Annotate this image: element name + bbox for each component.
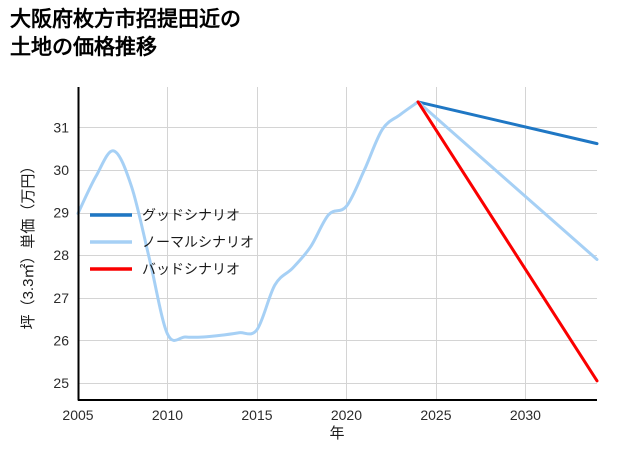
series-line-normal-forecast (416, 100, 599, 261)
x-axis-title: 年 (329, 425, 344, 442)
legend-label: グッドシナリオ (142, 207, 240, 223)
y-tick-label: 28 (53, 247, 69, 263)
series-line-normal-history (76, 100, 420, 342)
series-line-good (416, 100, 599, 146)
legend-label: ノーマルシナリオ (142, 234, 254, 250)
y-tick-label: 30 (53, 162, 69, 178)
x-tick-labels: 2005 2010 2015 2020 2025 2030 (62, 407, 541, 423)
axis-spines (77, 87, 597, 402)
y-tick-label: 25 (53, 375, 69, 391)
y-tick-label: 27 (53, 290, 69, 306)
y-axis-title: 坪（3.3㎡）単価（万円） (20, 159, 37, 330)
x-tick-label: 2030 (510, 407, 541, 423)
x-tick-label: 2025 (420, 407, 451, 423)
y-tick-label: 29 (53, 205, 69, 221)
x-tick-label: 2010 (152, 407, 183, 423)
y-tick-label: 26 (53, 332, 69, 348)
y-tick-labels: 25 26 27 28 29 30 31 (53, 119, 69, 391)
x-tick-label: 2020 (331, 407, 362, 423)
series-line-bad (416, 100, 599, 383)
legend-label: バッドシナリオ (142, 261, 240, 277)
page-title: 大阪府枚方市招提田近の 土地の価格推移 (10, 8, 241, 59)
series-group (76, 100, 599, 383)
y-tick-label: 31 (53, 119, 69, 135)
x-tick-label: 2005 (62, 407, 93, 423)
x-tick-label: 2015 (241, 407, 272, 423)
